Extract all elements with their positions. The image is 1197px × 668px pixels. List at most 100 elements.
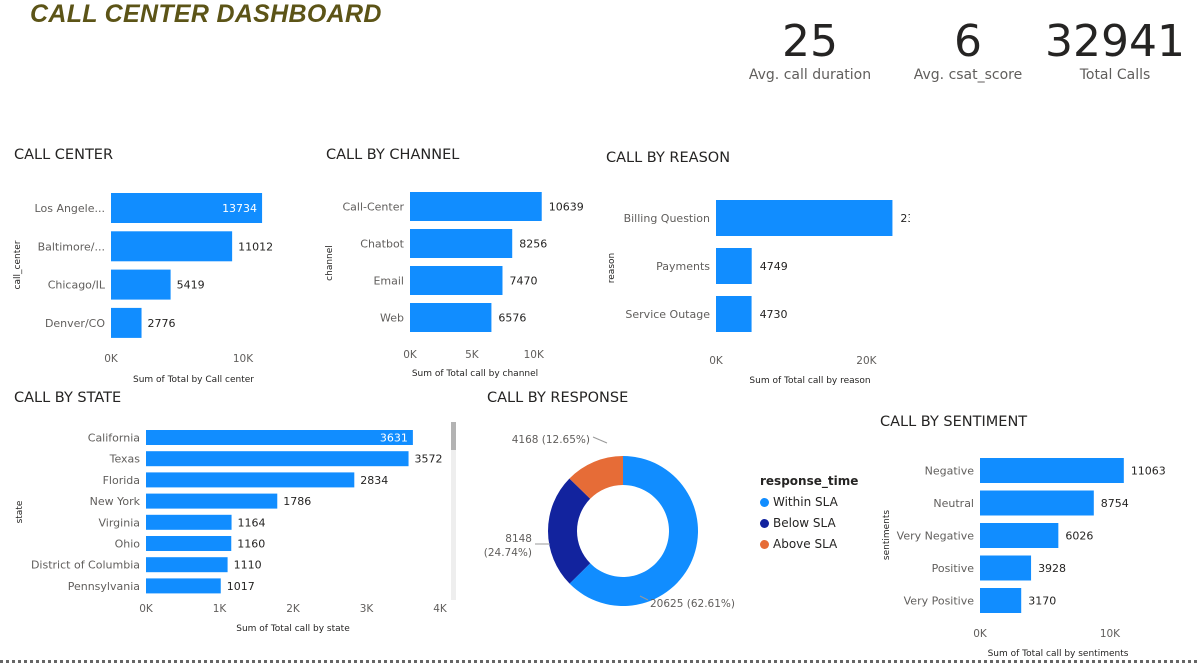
bar[interactable] [111,307,142,338]
data-label: 23462 [900,212,910,225]
chart-title-call-by-response: CALL BY RESPONSE [487,390,629,406]
chart-title-call-by-sentiment: CALL BY SENTIMENT [880,414,1028,430]
bar[interactable] [111,231,233,262]
tick-label: 0K [139,603,154,615]
category-label: Los Angele... [35,202,105,215]
category-label: Denver/CO [45,317,105,330]
data-label: 1110 [234,559,262,572]
bar[interactable] [146,451,409,467]
category-label: Chicago/IL [48,279,106,292]
bar[interactable] [111,269,171,300]
bar[interactable] [146,430,413,445]
tick-label: 20K [856,355,877,367]
y-axis-label: channel [325,245,335,281]
chart-call-by-response[interactable]: 20625 (62.61%) 8148 (24.74%) 4168 (12.65%) [480,420,750,620]
data-label: 3928 [1038,562,1066,575]
data-label: 3631 [380,432,408,445]
y-axis-label: state [15,500,25,523]
bar[interactable] [146,514,232,530]
bar[interactable] [111,193,263,223]
bar[interactable] [980,490,1094,516]
category-label: Florida [103,474,140,487]
legend-item-within-sla[interactable]: Within SLA [760,495,858,509]
category-label: California [88,432,140,445]
kpi-label: Total Calls [1079,67,1151,83]
bar[interactable] [146,536,232,551]
data-label: 1017 [227,580,255,593]
data-label: 4749 [760,260,788,273]
slice-label: 20625 (62.61%) [650,598,735,610]
tick-label: 0K [709,355,724,367]
category-label: Web [380,312,404,325]
bar[interactable] [716,296,752,332]
data-label: 10639 [549,201,583,214]
chart-title-call-by-channel: CALL BY CHANNEL [326,147,460,163]
legend-item-below-sla[interactable]: Below SLA [760,516,858,530]
data-label: 3572 [415,453,443,466]
chart-call-center[interactable]: Los Angele... 13734 Baltimore/... 11012 Chic… [0,170,300,392]
chart-call-by-sentiment[interactable]: Negative 11063 Neutral 8754 Very Negative 602… [875,450,1175,660]
bar[interactable] [146,493,278,509]
legend-dot [760,498,769,507]
kpi-avg-csat-score[interactable]: 6 Avg. csat_score [898,16,1038,83]
x-axis-label: Sum of Total call by state [236,624,350,634]
chart-call-by-channel[interactable]: Call-Center 10639 Chatbot 8256 Email 7470 Web 6… [318,170,583,382]
category-label: Chatbot [360,238,404,251]
page-border [0,660,1197,663]
y-axis-label: reason [607,253,617,283]
donut-slice[interactable] [569,456,623,499]
chart-call-by-reason[interactable]: Billing Question 23462 Payments 4749 Service… [600,178,910,390]
tick-label: 0K [973,628,988,640]
legend-label: Within SLA [773,495,838,509]
bar[interactable] [980,555,1032,581]
bar[interactable] [716,200,893,236]
data-label: 8256 [519,238,547,251]
category-label: New York [90,495,141,508]
bar[interactable] [716,248,752,284]
bar[interactable] [146,472,355,488]
tick-label: 2K [286,603,301,615]
bar[interactable] [980,523,1059,548]
kpi-label: Avg. csat_score [913,67,1023,83]
category-label: Texas [109,453,141,466]
tick-label: 4K [433,603,448,615]
category-label: Billing Question [624,212,710,225]
bar[interactable] [410,303,492,332]
response-legend: response_time Within SLA Below SLA Above… [760,474,858,551]
state-chart-scrollbar[interactable] [451,422,456,600]
kpi-total-calls[interactable]: 32941 Total Calls [1040,16,1190,83]
data-label: 11012 [238,240,273,253]
data-label: 1164 [238,516,266,529]
data-label: 1786 [283,495,311,508]
category-label: Very Negative [897,530,975,543]
data-label: 5419 [177,279,205,292]
category-label: Positive [932,562,975,575]
bar[interactable] [410,192,542,221]
legend-item-above-sla[interactable]: Above SLA [760,537,858,551]
x-axis-label: Sum of Total call by reason [749,376,870,386]
bar[interactable] [980,588,1022,613]
bar[interactable] [146,578,221,594]
category-label: Negative [925,465,975,478]
bar[interactable] [410,229,513,258]
data-label: 2776 [148,317,176,330]
data-label: 2834 [360,474,388,487]
bar[interactable] [410,266,503,295]
legend-dot [760,540,769,549]
kpi-value: 32941 [1045,16,1185,67]
chart-call-by-state[interactable]: California 3631 Texas 3572 Florida 2834 New Yo… [0,420,450,635]
data-label: 7470 [509,275,537,288]
kpi-avg-call-duration[interactable]: 25 Avg. call duration [740,16,880,83]
x-axis-label: Sum of Total call by sentiments [988,649,1129,659]
donut-slice[interactable] [548,478,591,584]
donut-slice[interactable] [569,456,698,606]
tick-label: 0K [104,353,119,365]
category-label: Ohio [115,538,141,551]
category-label: Payments [656,260,710,273]
tick-label: 5K [465,349,480,361]
bar[interactable] [146,557,228,573]
bar[interactable] [980,458,1124,483]
y-axis-label: sentiments [882,510,892,560]
data-label: 1160 [237,538,265,551]
scrollbar-thumb[interactable] [451,422,456,450]
